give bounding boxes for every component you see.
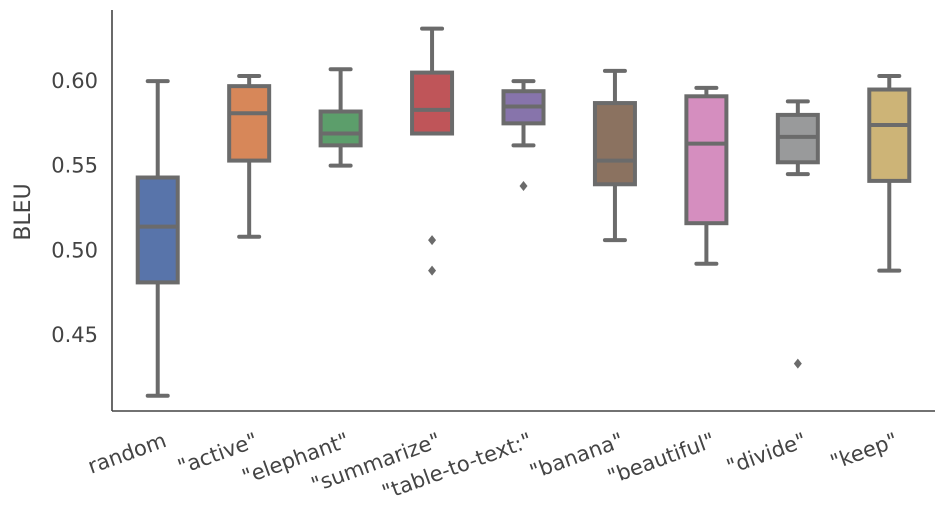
box-body <box>227 84 272 163</box>
box-body <box>684 94 729 226</box>
y-tick-label: 0.50 <box>51 238 98 262</box>
x-tick-label: "keep" <box>827 428 901 474</box>
box-1 <box>227 73 272 239</box>
box-body <box>867 87 912 183</box>
x-tick-label: random <box>85 428 170 478</box>
x-tick-label: "divide" <box>723 428 809 479</box>
box-8 <box>867 73 912 273</box>
box-3 <box>410 26 455 276</box>
outlier-point <box>428 265 437 276</box>
y-tick-label: 0.55 <box>51 154 98 178</box>
boxes <box>135 26 912 398</box>
y-tick-label: 0.45 <box>51 323 98 347</box>
x-tick-labels: random "active""elephant""summarize""tabl… <box>85 428 901 504</box>
box-5 <box>592 68 637 243</box>
axes <box>111 10 935 412</box>
box-2 <box>318 67 363 168</box>
box-7 <box>775 99 820 369</box>
outlier-point <box>793 358 802 369</box>
box-body <box>592 101 637 187</box>
box-0 <box>135 79 180 398</box>
box-4 <box>501 79 546 191</box>
box-body <box>135 175 180 285</box>
outlier-point <box>428 235 437 246</box>
box-body <box>410 70 455 136</box>
outlier-point <box>519 180 528 191</box>
box-body <box>318 109 363 148</box>
y-tick-label: 0.60 <box>51 69 98 93</box>
y-axis-title: BLEU <box>11 183 36 240</box>
y-tick-labels: 0.45 0.50 0.55 0.60 <box>51 69 98 347</box>
box-6 <box>684 85 729 266</box>
